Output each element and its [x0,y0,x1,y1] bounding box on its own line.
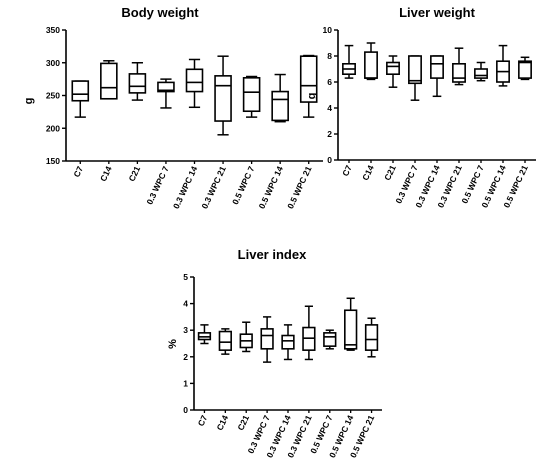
box-9 [364,317,379,358]
y-tick-label: 4 [183,299,188,309]
y-tick-label: 8 [327,51,332,61]
box-iqr [214,75,232,122]
box-7 [242,75,261,118]
box-iqr [323,332,337,347]
box-iqr [71,80,90,102]
y-tick-label: 250 [46,91,60,101]
box-iqr [242,77,261,113]
box-3 [239,321,253,353]
y-tick-label: 300 [46,58,60,68]
box-1 [342,44,356,79]
box-iqr [386,61,400,75]
y-axis-label: % [167,339,179,349]
box-iqr [299,55,318,103]
box-5 [430,55,444,98]
x-tick-label: C7 [71,164,85,178]
y-tick-label: 3 [183,325,188,335]
x-tick-label: C7 [196,413,210,427]
y-tick-label: 2 [327,129,332,139]
box-1 [197,324,212,345]
box-2 [364,42,378,81]
x-tick-label: C7 [340,163,354,177]
x-tick-label: C14 [98,164,114,183]
box-8 [344,297,358,351]
box-3 [386,55,400,88]
box-5 [281,324,295,361]
box-iqr [185,68,204,93]
x-tick-label: C21 [127,164,143,183]
y-axis-label: g [306,93,318,100]
box-4 [408,55,422,101]
chart-title: Liver index [238,247,307,262]
box-iqr [218,330,232,351]
y-tick-label: 2 [183,352,188,362]
box-4 [157,78,175,109]
box-iqr [157,81,175,93]
box-6 [452,47,466,86]
chart-title: Body weight [121,5,199,20]
y-tick-label: 0 [183,405,188,415]
y-tick-label: 5 [183,272,188,282]
box-2 [218,328,232,355]
y-axis-label: g [23,98,35,105]
box-6 [214,55,232,136]
box-8 [496,44,510,87]
box-1 [71,80,90,118]
chart-title: Liver weight [399,5,476,20]
box-5 [185,58,204,109]
y-tick-label: 200 [46,123,60,133]
x-tick-label: 0.5 WPC 14 [257,164,286,210]
y-tick-label: 150 [46,156,60,166]
box-9 [518,56,532,81]
box-iqr [364,51,378,79]
y-tick-label: 10 [323,25,333,35]
x-tick-label: 0.5 WPC 7 [230,164,257,206]
box-iqr [344,309,358,350]
x-tick-label: 0.3 WPC 7 [144,164,171,206]
x-tick-label: 0.3 WPC 21 [199,164,228,210]
box-iqr [518,60,532,79]
box-iqr [430,55,444,79]
y-tick-label: 350 [46,25,60,35]
x-tick-label: C21 [382,163,398,182]
box-7 [474,61,488,82]
box-7 [323,329,337,350]
box-iqr [474,68,488,79]
box-iqr [260,328,274,350]
box-iqr [271,90,289,122]
box-3 [128,62,147,101]
x-tick-label: 0.3 WPC 14 [171,164,200,210]
box-iqr [408,55,422,85]
y-tick-label: 1 [183,378,188,388]
x-tick-label: C21 [235,413,251,432]
box-iqr [128,73,147,94]
box-8 [271,73,289,123]
x-tick-label: C14 [360,163,376,182]
x-tick-label: 0.5 WPC 21 [285,164,314,210]
box-iqr [364,324,379,351]
box-iqr [100,62,118,100]
box-iqr [281,334,295,350]
box-6 [302,305,316,361]
box-4 [260,316,274,363]
y-tick-label: 0 [327,155,332,165]
x-tick-label: C14 [214,413,230,432]
box-9 [299,54,318,118]
y-tick-label: 4 [327,103,332,113]
y-tick-label: 6 [327,77,332,87]
box-iqr [452,62,466,83]
box-2 [100,60,118,100]
